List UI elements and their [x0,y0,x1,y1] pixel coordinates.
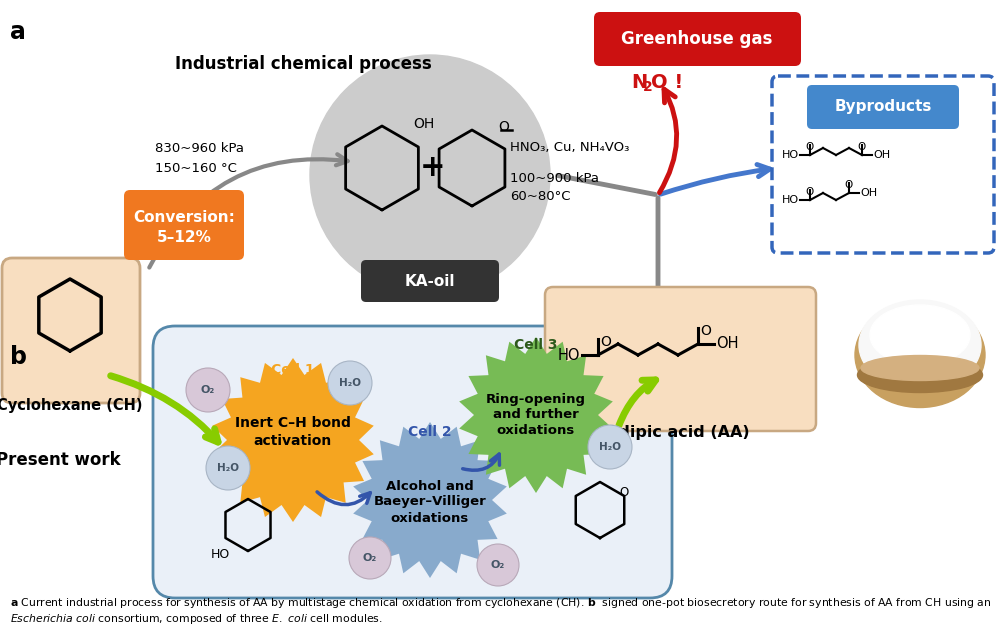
FancyBboxPatch shape [361,260,499,302]
Text: 5–12%: 5–12% [156,230,211,246]
Text: Cyclohexane (CH): Cyclohexane (CH) [0,398,142,413]
Ellipse shape [854,303,984,408]
Circle shape [477,544,518,586]
Text: Present work: Present work [0,451,120,469]
Ellipse shape [858,300,980,390]
Text: H₂O: H₂O [598,442,620,452]
Text: 60~80°C: 60~80°C [509,190,570,202]
Text: KA-oil: KA-oil [405,274,455,288]
Text: b: b [10,345,27,369]
Text: Cell 3: Cell 3 [514,338,557,352]
Text: O₂: O₂ [363,553,377,563]
Text: Adipic acid (AA): Adipic acid (AA) [605,425,749,440]
Text: O: O [805,187,814,197]
Text: H₂O: H₂O [216,463,238,473]
Text: +: + [420,153,445,183]
Text: OH: OH [872,150,889,160]
FancyBboxPatch shape [544,287,816,431]
Text: Ring-opening
and further
oxidations: Ring-opening and further oxidations [486,392,585,438]
FancyBboxPatch shape [124,190,243,260]
Text: HO: HO [557,347,579,362]
FancyBboxPatch shape [772,76,993,253]
Text: Inert C–H bond
activation: Inert C–H bond activation [234,416,351,448]
Text: H₂O: H₂O [339,378,361,388]
Text: O: O [619,485,628,499]
Text: 150~160 °C: 150~160 °C [155,161,236,175]
Text: HO: HO [210,548,229,561]
Text: O₂: O₂ [490,560,505,570]
Text: O: O [844,180,853,190]
FancyBboxPatch shape [807,85,958,129]
Polygon shape [459,337,612,493]
Circle shape [587,425,631,469]
Text: O !: O ! [650,72,682,92]
Text: 830~960 kPa: 830~960 kPa [155,141,243,154]
Text: O: O [857,142,866,152]
Text: O: O [599,335,610,349]
Polygon shape [353,422,506,578]
Text: OH: OH [859,188,877,198]
FancyBboxPatch shape [593,12,801,66]
Text: O: O [498,120,508,134]
Text: O: O [805,142,814,152]
Ellipse shape [857,357,982,392]
FancyBboxPatch shape [2,258,140,403]
Text: a: a [10,20,26,44]
Text: OH: OH [413,117,434,131]
Ellipse shape [860,355,978,381]
Polygon shape [212,358,374,522]
Text: Alcohol and
Baeyer–Villiger
oxidations: Alcohol and Baeyer–Villiger oxidations [374,480,486,524]
Text: Cell 2: Cell 2 [408,425,451,439]
Text: 2: 2 [642,80,652,94]
Text: N: N [630,72,646,92]
Text: 100~900 kPa: 100~900 kPa [509,171,598,185]
Text: Byproducts: Byproducts [834,99,931,114]
Circle shape [310,55,549,295]
Text: O₂: O₂ [200,385,214,395]
Text: O: O [699,324,710,338]
Circle shape [185,368,229,412]
Text: $\bf{a}$ Current industrial process for synthesis of AA by multistage chemical o: $\bf{a}$ Current industrial process for … [10,596,991,626]
Text: Conversion:: Conversion: [133,210,234,225]
Circle shape [205,446,249,490]
Text: HNO₃, Cu, NH₄VO₃: HNO₃, Cu, NH₄VO₃ [509,141,628,154]
Ellipse shape [869,305,969,365]
Text: Industrial chemical process: Industrial chemical process [174,55,431,73]
Text: Cell 1: Cell 1 [271,363,315,377]
Circle shape [349,537,391,579]
Text: OH: OH [715,337,737,352]
Text: Greenhouse gas: Greenhouse gas [620,30,772,48]
Text: HO: HO [782,150,799,160]
FancyBboxPatch shape [153,326,671,598]
Text: HO: HO [782,195,799,205]
Circle shape [328,361,372,405]
